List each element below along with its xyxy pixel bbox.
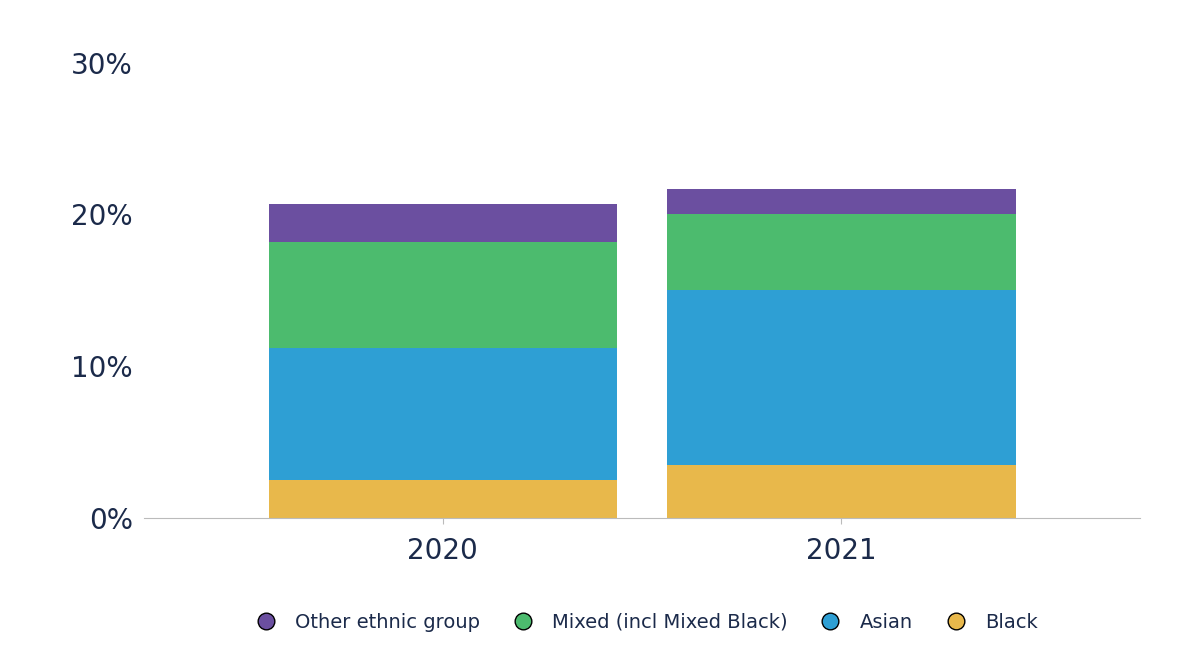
Bar <box>667 188 1015 214</box>
Bar <box>667 465 1015 518</box>
Bar <box>269 241 617 348</box>
Bar <box>269 348 617 479</box>
Legend: Other ethnic group, Mixed (incl Mixed Black), Asian, Black: Other ethnic group, Mixed (incl Mixed Bl… <box>239 605 1045 639</box>
Bar <box>269 479 617 518</box>
Bar <box>667 214 1015 290</box>
Bar <box>667 290 1015 465</box>
Bar <box>269 204 617 241</box>
